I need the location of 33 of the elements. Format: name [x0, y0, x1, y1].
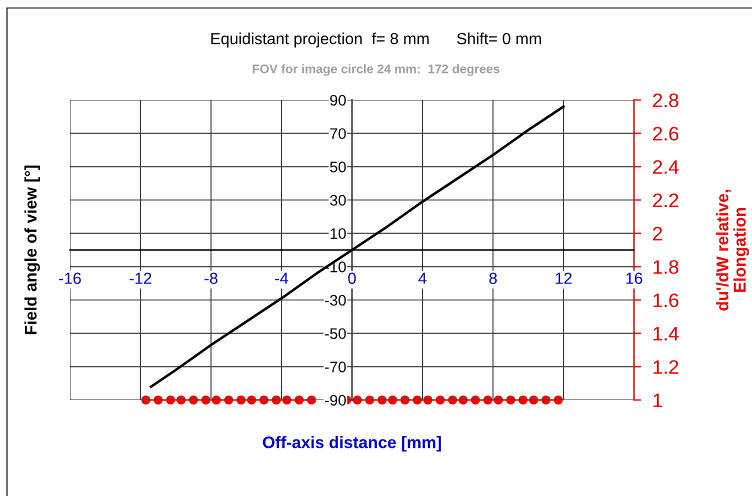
x-tick-label: 16: [626, 272, 642, 284]
x-tick-label: 4: [418, 272, 426, 284]
y-tick-label: 70: [330, 128, 346, 140]
y-tick-label: -30: [325, 294, 346, 306]
y-axis-title: Field angle of view [°]: [24, 166, 40, 334]
chart-subtitle: FOV for image circle 24 mm: 172 degrees: [252, 64, 500, 76]
x-tick-label: -16: [59, 272, 81, 284]
x-tick-label: -12: [130, 272, 152, 284]
x-tick-label: -4: [275, 272, 288, 284]
y2-tick-label: 2.8: [653, 93, 678, 108]
y2-axis-title: du'/dW relative, Elongation: [716, 190, 749, 311]
y-tick-label: 10: [330, 228, 346, 240]
y-tick-label: -70: [325, 362, 346, 372]
y2-tick-label: 2.2: [653, 193, 678, 208]
y-tick-label: -50: [325, 328, 346, 340]
x-tick-label: 0: [348, 272, 356, 284]
chart-title: Equidistant projection f= 8 mm Shift= 0 mm: [211, 32, 541, 48]
y2-tick-label: 1.4: [654, 327, 679, 340]
y2-tick-label: 2.6: [653, 126, 678, 141]
y-tick-label: 90: [330, 94, 346, 106]
y2-tick-label: 1.8: [654, 260, 678, 274]
y-tick-label: 50: [330, 162, 346, 172]
x-axis-title: Off-axis distance [mm]: [262, 436, 441, 452]
y2-tick-label: 2: [653, 226, 662, 240]
x-tick-label: 12: [556, 272, 572, 284]
x-tick-label: 8: [489, 272, 497, 284]
y2-tick-label: 1.6: [654, 293, 678, 308]
y2-tick-label: 2.4: [653, 160, 679, 174]
y2-tick-label: 1.2: [654, 360, 678, 374]
y-tick-label: -90: [325, 394, 346, 406]
x-tick-label: -8: [204, 272, 218, 284]
y-tick-label: 30: [330, 194, 346, 206]
y2-tick-label: 1: [654, 394, 662, 408]
